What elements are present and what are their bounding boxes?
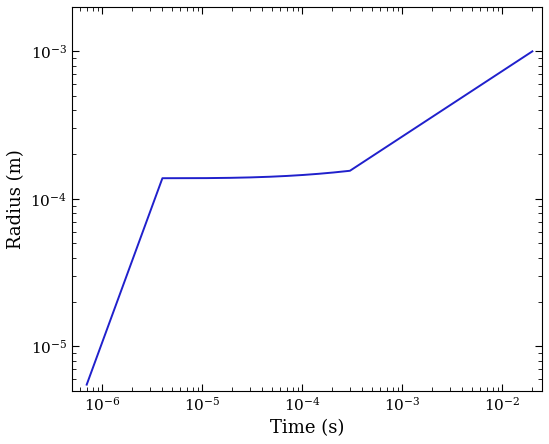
Y-axis label: Radius (m): Radius (m) [7, 149, 25, 249]
X-axis label: Time (s): Time (s) [270, 419, 344, 437]
